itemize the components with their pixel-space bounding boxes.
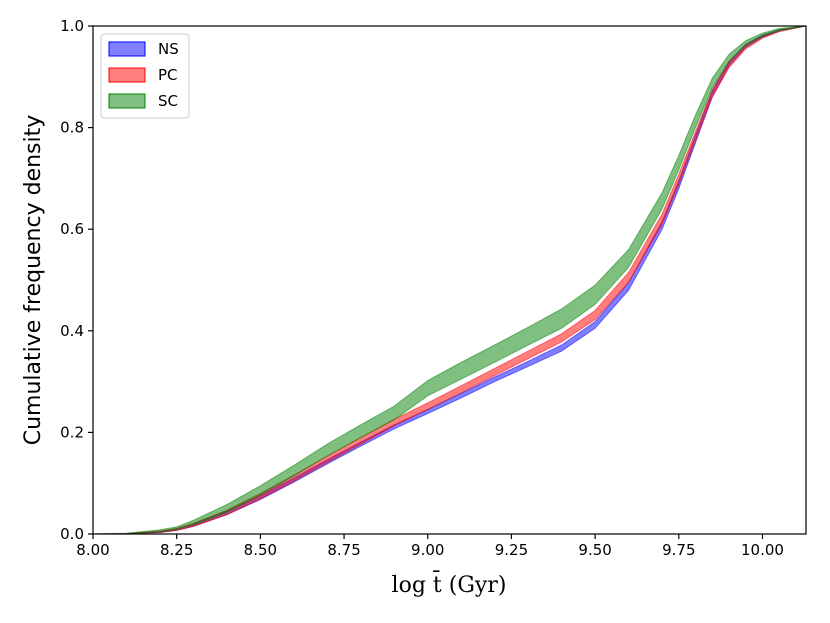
legend-swatch-sc: [108, 93, 146, 109]
y-axis-title: Cumulative frequency density: [21, 115, 46, 446]
legend-label-ns: NS: [158, 40, 179, 58]
x-tick-label: 10.00: [741, 541, 784, 559]
x-axis-title: log t̄ (Gyr): [392, 570, 507, 598]
x-tick-label: 9.50: [578, 541, 611, 559]
x-tick-label: 8.50: [244, 541, 277, 559]
y-tick-label: 0.8: [60, 119, 84, 137]
legend-label-pc: PC: [158, 66, 178, 84]
legend-label-sc: SC: [158, 92, 178, 110]
x-tick-label: 8.75: [327, 541, 360, 559]
y-tick-label: 0.2: [60, 423, 84, 441]
y-tick-label: 1.0: [60, 17, 84, 35]
x-axis: 8.00 8.25 8.50 8.75 9.00 9.25 9.50 9.75 10.00: [76, 534, 784, 559]
x-tick-label: 9.00: [411, 541, 444, 559]
x-tick-label: 8.00: [76, 541, 109, 559]
y-axis: 0.0 0.2 0.4 0.6 0.8 1.0: [60, 17, 93, 543]
y-tick-label: 0.0: [60, 525, 84, 543]
legend: NS PC SC: [100, 33, 190, 119]
legend-swatch-pc: [108, 67, 146, 83]
plot-frame: [92, 25, 807, 535]
x-tick-label: 9.75: [662, 541, 695, 559]
y-tick-label: 0.4: [60, 322, 84, 340]
y-tick-label: 0.6: [60, 220, 84, 238]
x-tick-label: 8.25: [160, 541, 193, 559]
x-tick-label: 9.25: [495, 541, 528, 559]
legend-swatch-ns: [108, 41, 146, 57]
